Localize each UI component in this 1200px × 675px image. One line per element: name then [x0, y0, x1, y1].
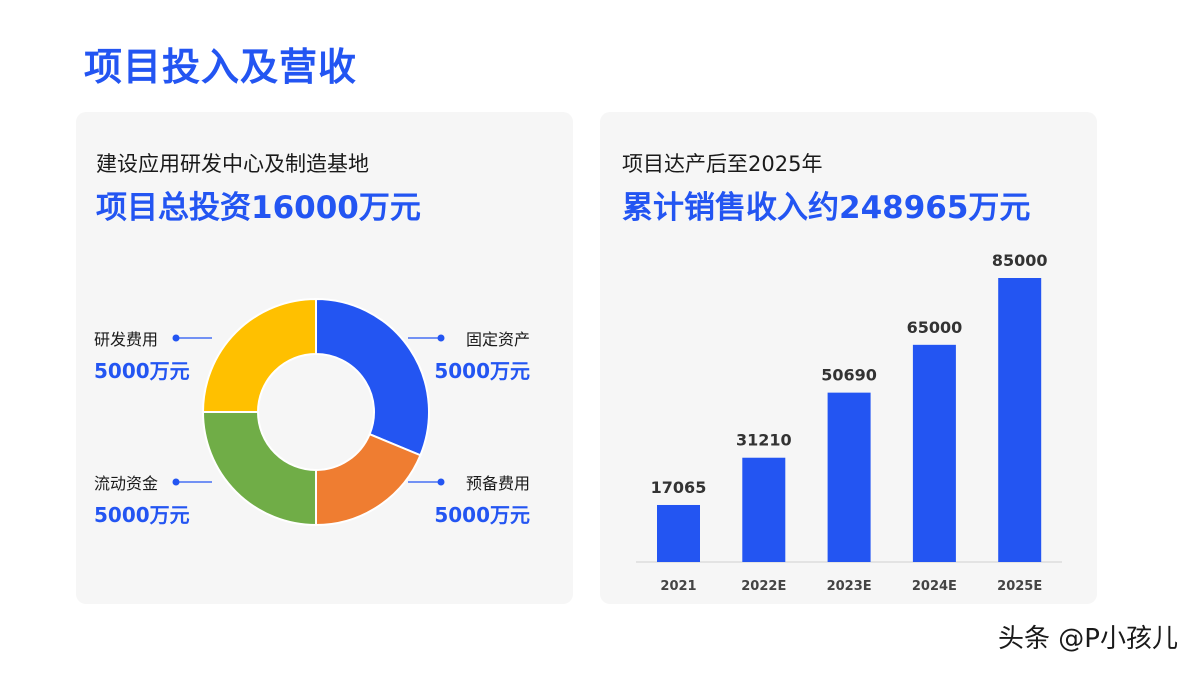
bar-2025E [998, 278, 1042, 562]
slice-label-2: 流动资金 [94, 474, 158, 493]
slice-value-2: 5000万元 [94, 503, 190, 527]
slice-value-0: 5000万元 [434, 359, 530, 383]
bar-2022E [742, 457, 786, 562]
page-title: 项目投入及营收 [84, 45, 358, 89]
x-tick-label: 2021 [660, 579, 696, 594]
investment-card: 建设应用研发中心及制造基地 项目总投资16000万元 [76, 112, 573, 604]
slice-value-1: 5000万元 [434, 503, 530, 527]
leader-dot-2 [172, 478, 180, 486]
donut-slice-2 [201, 411, 317, 527]
bar-2024E [912, 344, 956, 562]
investment-subtitle: 建设应用研发中心及制造基地 [96, 152, 369, 176]
investment-headline: 项目总投资16000万元 [96, 190, 421, 226]
bar-value-label: 65000 [907, 318, 963, 337]
x-tick-label: 2025E [997, 579, 1042, 594]
bar-2023E [827, 392, 871, 562]
slice-label-1: 预备费用 [466, 474, 530, 493]
x-tick-label: 2022E [741, 579, 786, 594]
donut-slice-3 [201, 297, 317, 413]
bar-value-label: 31210 [736, 431, 792, 450]
revenue-headline: 累计销售收入约248965万元 [622, 190, 1031, 226]
bar-2021 [657, 504, 700, 562]
leader-dot-0 [437, 334, 445, 342]
slice-value-3: 5000万元 [94, 359, 190, 383]
slice-label-3: 研发费用 [94, 330, 158, 349]
leader-dot-1 [437, 478, 445, 486]
watermark: 头条 @P小孩儿 [998, 624, 1178, 654]
bar-value-label: 85000 [992, 251, 1048, 270]
leader-dot-3 [172, 334, 180, 342]
slice-label-0: 固定资产 [466, 330, 530, 349]
revenue-subtitle: 项目达产后至2025年 [622, 152, 823, 176]
donut-slice-0 [315, 297, 430, 457]
donut-slice-1 [315, 432, 422, 527]
bar-value-label: 50690 [821, 366, 877, 385]
x-tick-label: 2024E [912, 579, 957, 594]
x-tick-label: 2023E [827, 579, 872, 594]
bar-value-label: 17065 [651, 478, 707, 497]
